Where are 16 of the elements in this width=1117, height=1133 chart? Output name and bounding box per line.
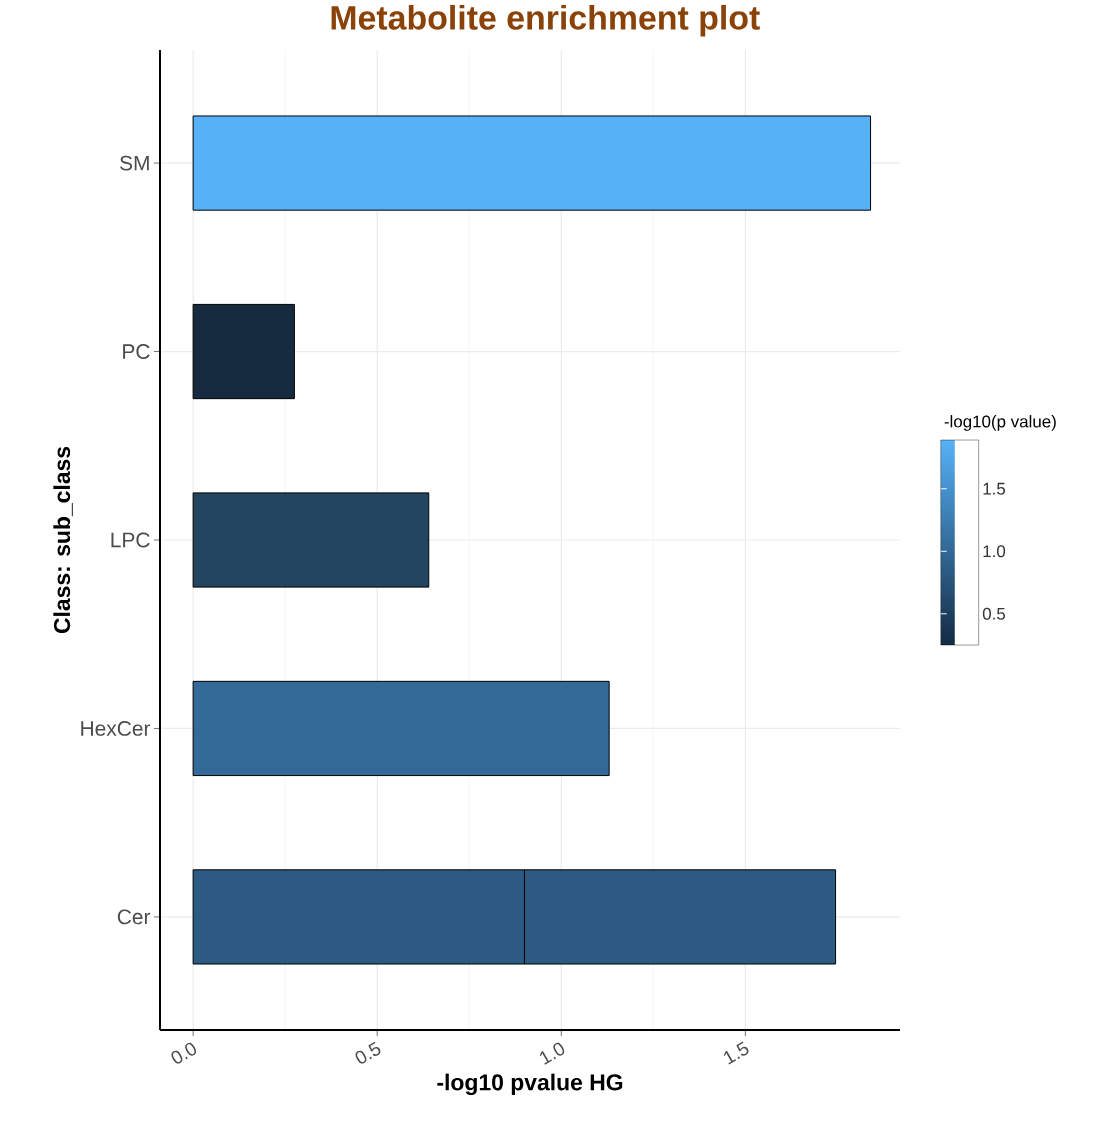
color-bar-label: 1.5: [983, 482, 1006, 495]
color-bar-title: -log10(p value): [944, 415, 1056, 431]
x-axis-title: -log10 pvalue HG: [437, 1073, 623, 1096]
x-tick-label: 1.5: [723, 1041, 749, 1065]
x-tick-label: 0.0: [171, 1042, 197, 1064]
y-axis-title: Class: sub_class: [53, 446, 73, 634]
y-tick-label: HexCer: [81, 721, 151, 736]
color-bar-label: 0.5: [982, 607, 1006, 620]
x-tick-label: 1.0: [539, 1042, 565, 1065]
chart-title: Metabolite enrichment plot: [331, 4, 760, 37]
y-tick-label: PC: [123, 344, 150, 359]
x-tick-label: 0.5: [355, 1041, 381, 1064]
y-tick-label: SM: [120, 155, 149, 171]
y-tick-label: Cer: [117, 909, 151, 925]
color-bar-label: 1.0: [983, 545, 1006, 558]
y-tick-label: LPC: [111, 532, 150, 548]
